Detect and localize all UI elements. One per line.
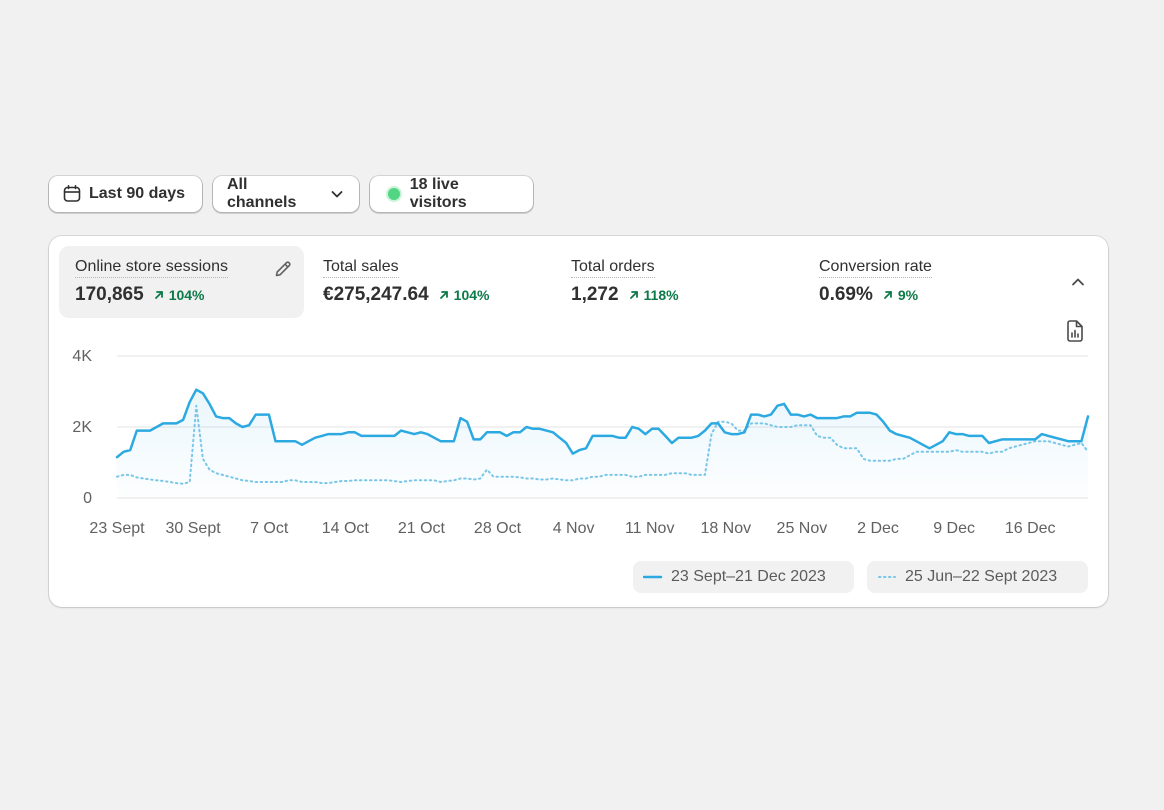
metric-delta: 104% — [439, 287, 490, 303]
metric-delta: 118% — [629, 287, 679, 303]
legend-item-current[interactable]: 23 Sept–21 Dec 2023 — [633, 561, 854, 593]
channels-label: All channels — [227, 176, 297, 211]
metric-value: 1,272 — [571, 284, 619, 305]
date-range-label: Last 90 days — [89, 185, 186, 202]
series-current-line — [115, 388, 1090, 459]
chart-series — [115, 388, 1090, 498]
metric-total-sales[interactable]: Total sales €275,247.64 104% — [307, 246, 552, 318]
channels-dropdown[interactable]: All channels — [213, 176, 359, 212]
solid-line-swatch-icon — [643, 575, 663, 579]
analytics-card: Online store sessions 170,865 104% Total… — [49, 236, 1108, 607]
x-tick-label: 28 Oct — [474, 520, 522, 537]
y-tick-label: 4K — [72, 348, 92, 365]
metric-conversion-rate[interactable]: Conversion rate 0.69% 9% — [803, 246, 1048, 318]
metric-total-orders[interactable]: Total orders 1,272 118% — [555, 246, 800, 318]
date-range-button[interactable]: Last 90 days — [49, 176, 202, 212]
legend-label-current: 23 Sept–21 Dec 2023 — [671, 568, 826, 585]
metric-delta: 9% — [883, 287, 918, 303]
metric-value: €275,247.64 — [323, 284, 429, 305]
pencil-icon[interactable] — [274, 260, 292, 283]
legend-label-previous: 25 Jun–22 Sept 2023 — [905, 568, 1058, 585]
metric-delta: 104% — [154, 287, 205, 303]
metric-delta-value: 104% — [168, 287, 205, 303]
x-tick-label: 9 Dec — [933, 520, 975, 537]
metric-label: Total sales — [323, 258, 399, 278]
x-tick-label: 7 Oct — [250, 520, 289, 537]
x-tick-label: 25 Nov — [777, 520, 828, 537]
dotted-line-swatch-icon — [877, 575, 897, 579]
report-toolbar: Last 90 days All channels 18 live visito… — [49, 176, 533, 212]
series-previous-line — [116, 404, 1089, 485]
x-tick-label: 14 Oct — [322, 520, 370, 537]
chart-axes: 0 2K 4K 23 Sept 30 Sept 7 Oct 14 Oct 21 Oct 28 O… — [72, 348, 1055, 537]
x-tick-label: 4 Nov — [553, 520, 595, 537]
y-tick-label: 2K — [72, 419, 92, 436]
metric-delta-value: 118% — [643, 287, 679, 303]
sessions-line-chart: 0 2K 4K 23 Sept 30 Sept 7 Oct 14 Oct 21 Oct 28 O… — [72, 348, 1090, 537]
metric-online-store-sessions[interactable]: Online store sessions 170,865 104% — [59, 246, 304, 318]
x-tick-label: 11 Nov — [625, 520, 675, 537]
x-tick-label: 23 Sept — [89, 520, 145, 537]
x-tick-label: 21 Oct — [398, 520, 446, 537]
metric-label: Online store sessions — [75, 258, 228, 278]
x-tick-label: 16 Dec — [1005, 520, 1056, 537]
x-tick-label: 2 Dec — [857, 520, 899, 537]
chevron-up-icon[interactable] — [1068, 272, 1088, 297]
x-tick-label: 30 Sept — [166, 520, 222, 537]
metric-delta-value: 9% — [897, 287, 919, 303]
metric-delta-value: 104% — [453, 287, 490, 303]
y-tick-label: 0 — [83, 490, 92, 507]
chevron-down-icon — [330, 187, 344, 201]
arrow-up-right-icon — [439, 291, 448, 299]
live-visitors-label: 18 live visitors — [409, 176, 467, 211]
calendar-icon — [63, 185, 81, 203]
export-report-icon[interactable] — [1065, 320, 1085, 347]
arrow-up-right-icon — [883, 291, 892, 299]
x-tick-label: 18 Nov — [700, 520, 751, 537]
metric-value: 0.69% — [819, 284, 873, 305]
arrow-up-right-icon — [154, 291, 163, 299]
live-visitors-button[interactable]: 18 live visitors — [370, 176, 533, 212]
metric-label: Total orders — [571, 258, 655, 278]
arrow-up-right-icon — [629, 291, 638, 299]
legend-item-previous[interactable]: 25 Jun–22 Sept 2023 — [867, 561, 1088, 593]
metric-label: Conversion rate — [819, 258, 932, 278]
metric-value: 170,865 — [75, 284, 144, 305]
live-status-dot-icon — [388, 188, 400, 200]
